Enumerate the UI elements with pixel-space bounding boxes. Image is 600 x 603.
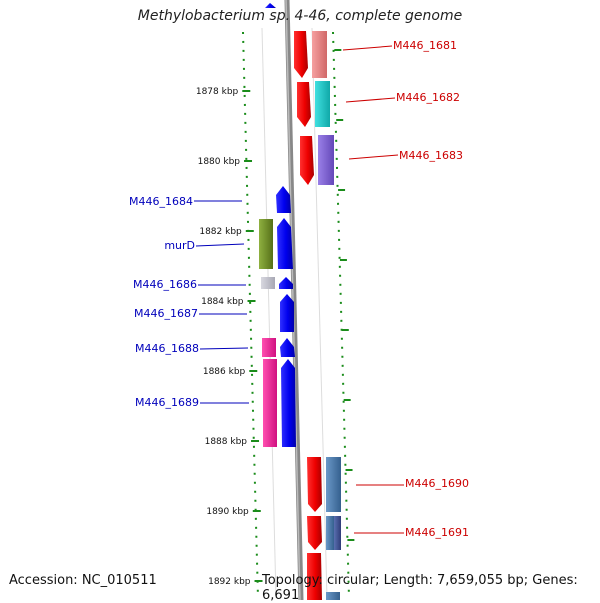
leader-line [342,45,393,51]
gene-arrow-M446_1681[interactable] [294,31,308,78]
accession-text: Accession: NC_010511 [9,573,157,588]
guide-right-outer [332,31,350,599]
gene-arrow-partial [307,553,322,600]
genome-backbone-highlight [285,0,301,600]
gene-label-group: M446_1681 M446_1682 M446_1683 M446_1690 … [129,39,469,539]
top-edge-arrow [265,3,276,8]
cog-block-partial [326,592,340,600]
gene-arrow-M446_1684[interactable] [276,186,291,213]
gene-arrow-murD[interactable] [277,218,293,269]
tick-label: 1892 kbp [208,577,251,587]
tick-label: 1878 kbp [196,87,239,97]
cog-block-M446_1689[interactable] [263,359,277,447]
gene-label[interactable]: M446_1691 [405,526,469,539]
gene-label[interactable]: M446_1682 [396,91,460,104]
genome-title: Methylobacterium sp. 4-46, complete geno… [137,8,463,24]
gene-label[interactable]: M446_1687 [134,307,198,320]
tick-label: 1882 kbp [199,227,242,237]
gene-label[interactable]: M446_1684 [129,195,193,208]
gene-arrow-M446_1690[interactable] [307,457,322,512]
gene-arrow-M446_1683[interactable] [300,136,314,185]
gene-label[interactable]: M446_1686 [133,278,197,291]
cog-block-M446_1688[interactable] [262,338,276,357]
tick-label: 1890 kbp [206,507,249,517]
leader-line [199,347,249,350]
reverse-strand [294,31,341,600]
gene-label[interactable]: M446_1688 [135,342,199,355]
reverse-labels [342,45,404,534]
tick-label: 1886 kbp [203,367,246,377]
tick-label: 1888 kbp [205,437,248,447]
cog-block-M446_1686[interactable] [261,277,275,289]
tick-label: 1880 kbp [198,157,241,167]
cog-block-M446_1690[interactable] [326,457,341,512]
cog-block-M446_1682[interactable] [315,81,330,127]
ring-line [261,27,277,599]
cog-block-murD[interactable] [259,219,273,269]
inner-rings [261,27,328,599]
gene-arrow-M446_1688[interactable] [280,338,295,357]
gene-arrow-M446_1687[interactable] [280,294,294,332]
ring-line [311,27,328,599]
tick-label: 1884 kbp [201,297,244,307]
gene-label[interactable]: M446_1690 [405,477,469,490]
leader-line [345,97,396,103]
leader-line [348,154,399,160]
cog-block-M446_1681[interactable] [312,31,327,78]
gene-arrow-M446_1689[interactable] [281,359,296,447]
gene-arrow-M446_1686[interactable] [279,277,293,289]
gene-label[interactable]: M446_1681 [393,39,457,52]
forward-strand [259,3,296,447]
gene-label[interactable]: M446_1683 [399,149,463,162]
cog-block-M446_1691[interactable] [326,516,334,550]
genome-backbone [284,0,304,600]
forward-labels [194,200,249,404]
leader-line [195,243,245,247]
gene-arrow-M446_1682[interactable] [297,82,311,127]
cog-block-M446_1691-b[interactable] [334,516,341,550]
gene-label[interactable]: M446_1689 [135,396,199,409]
gene-arrow-M446_1691[interactable] [307,516,322,550]
tick-marks: 1878 kbp 1880 kbp 1882 kbp 1884 kbp 1886 kbp… [196,49,355,587]
gene-label[interactable]: murD [164,239,195,252]
cog-block-M446_1683[interactable] [318,135,334,185]
genome-summary-text: Topology: circular; Length: 7,659,055 bp… [262,573,578,603]
